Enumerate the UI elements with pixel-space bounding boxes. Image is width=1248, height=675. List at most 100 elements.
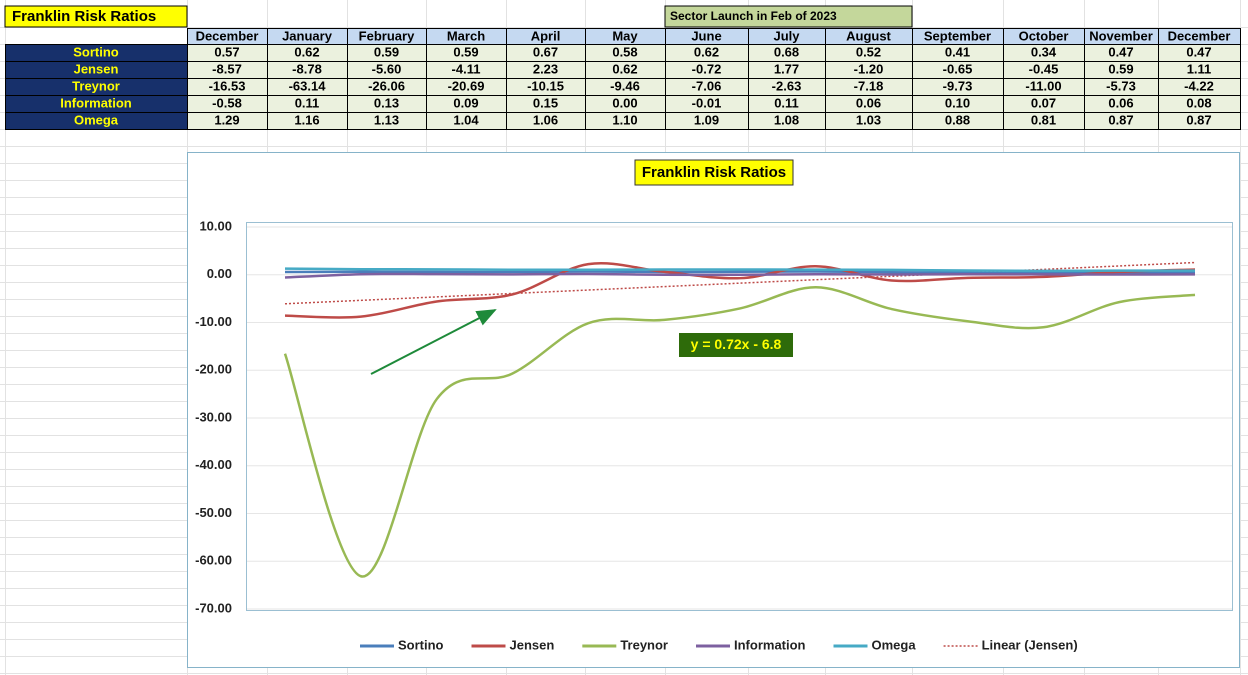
- cell-value: 0.62: [294, 44, 319, 59]
- table: December January February March April May June…: [5, 28, 1241, 130]
- series-line: [284, 267, 1196, 273]
- cell-value: -5.60: [372, 61, 402, 76]
- cell-value: 0.62: [612, 61, 637, 76]
- column-header: May: [612, 28, 638, 43]
- column-header: December: [1168, 28, 1231, 43]
- y-tick-label: -60.00: [195, 553, 232, 568]
- cell-value: 1.77: [774, 61, 799, 76]
- cell-value: 0.11: [774, 95, 799, 110]
- cell-value: 0.52: [856, 44, 881, 59]
- cell-value: 1.11: [1187, 61, 1212, 76]
- cell-value: 0.87: [1108, 112, 1133, 127]
- cell-value: 0.81: [1031, 112, 1056, 127]
- chart-area: [187, 152, 1240, 668]
- cell-value: -10.15: [527, 78, 564, 93]
- cell-value: -0.45: [1029, 61, 1059, 76]
- column-header: August: [846, 28, 891, 43]
- cell-value: -8.78: [292, 61, 322, 76]
- series-line: [284, 272, 1196, 279]
- cell-value: 0.11: [295, 95, 320, 110]
- cell-value: 0.07: [1031, 95, 1056, 110]
- series-line: [284, 270, 1196, 275]
- row-label: Treynor: [72, 78, 120, 93]
- trend-label-box: [679, 333, 793, 357]
- cell-value: 0.15: [533, 95, 558, 110]
- cell-value: 1.16: [294, 112, 319, 127]
- legend-label: Omega: [872, 637, 917, 652]
- plot-area: [246, 222, 1233, 611]
- cell-value: -7.06: [692, 78, 722, 93]
- cell-value: 0.10: [945, 95, 970, 110]
- cell-value: -63.14: [289, 78, 327, 93]
- cell-value: -5.73: [1106, 78, 1136, 93]
- column-header: June: [691, 28, 721, 43]
- column-header: December: [196, 28, 259, 43]
- y-tick-label: -10.00: [195, 314, 232, 329]
- legend-label: Sortino: [398, 637, 444, 652]
- cell-value: 0.47: [1186, 44, 1211, 59]
- y-tick-label: -20.00: [195, 362, 232, 377]
- y-tick-label: 0.00: [207, 266, 232, 281]
- cell-value: -4.22: [1184, 78, 1214, 93]
- column-header: April: [531, 28, 561, 43]
- column-header: February: [359, 28, 415, 43]
- cell-value: 0.59: [1108, 61, 1133, 76]
- cell-value: 0.08: [1186, 95, 1211, 110]
- cell-value: 0.57: [214, 44, 239, 59]
- cell-value: -26.06: [368, 78, 405, 93]
- row-label: Information: [60, 95, 132, 110]
- cell-value: -16.53: [209, 78, 246, 93]
- y-tick-label: -70.00: [195, 600, 232, 615]
- cell-value: -11.00: [1025, 78, 1061, 93]
- cell-value: 0.67: [533, 44, 558, 59]
- cell-value: -0.72: [692, 61, 722, 76]
- data-cell: [1158, 112, 1241, 130]
- cell-value: -7.18: [854, 78, 884, 93]
- cell-value: 0.47: [1108, 44, 1133, 59]
- cell-value: 0.41: [945, 44, 970, 59]
- cell-value: 0.68: [774, 44, 799, 59]
- column-header: March: [447, 28, 485, 43]
- series-line: [283, 286, 1196, 578]
- cell-value: -2.63: [772, 78, 802, 93]
- annotation-arrow: [370, 309, 497, 375]
- column-header: September: [924, 28, 991, 43]
- y-tick-label: -50.00: [195, 505, 232, 520]
- y-tick-label: 10.00: [199, 218, 232, 233]
- cell-value: -0.65: [943, 61, 973, 76]
- legend-label: Information: [734, 637, 806, 652]
- cell-value: 0.13: [374, 95, 399, 110]
- cell-value: -9.73: [943, 78, 973, 93]
- cell-value: 1.04: [453, 112, 479, 127]
- legend-label: Jensen: [510, 637, 555, 652]
- cell-value: -8.57: [212, 61, 242, 76]
- y-tick-label: -40.00: [195, 457, 232, 472]
- note-cell: [664, 5, 913, 28]
- chart: 10.00 0.00 -10.00 -20.00 -30.00 -40.00 -50.00 -…: [195, 218, 1232, 615]
- cell-value: 1.06: [533, 112, 558, 127]
- cell-value: -20.69: [448, 78, 485, 93]
- row-label: Omega: [74, 112, 119, 127]
- cell-value: 0.34: [1031, 44, 1057, 59]
- legend: Sortino Jensen Treynor Information Omega Line…: [360, 637, 1078, 652]
- column-header: July: [773, 28, 800, 43]
- legend-label: Linear (Jensen): [982, 637, 1078, 652]
- cell-value: 0.00: [612, 95, 637, 110]
- trend-label: y = 0.72x - 6.8: [691, 336, 782, 352]
- legend-label: Treynor: [620, 637, 668, 652]
- cell-value: 0.09: [453, 95, 478, 110]
- row-label: Sortino: [73, 44, 119, 59]
- column-header: January: [282, 28, 333, 43]
- cell-value: 0.06: [856, 95, 881, 110]
- title-cell: [4, 5, 188, 28]
- row-label: Jensen: [74, 61, 119, 76]
- cell-value: 1.29: [214, 112, 239, 127]
- cell-value: 1.03: [856, 112, 881, 127]
- chart-title-box: [634, 159, 794, 186]
- cell-value: -9.46: [610, 78, 640, 93]
- cell-value: -1.20: [854, 61, 884, 76]
- cell-value: 0.59: [453, 44, 478, 59]
- cell-value: -0.01: [692, 95, 722, 110]
- cell-value: 0.58: [612, 44, 637, 59]
